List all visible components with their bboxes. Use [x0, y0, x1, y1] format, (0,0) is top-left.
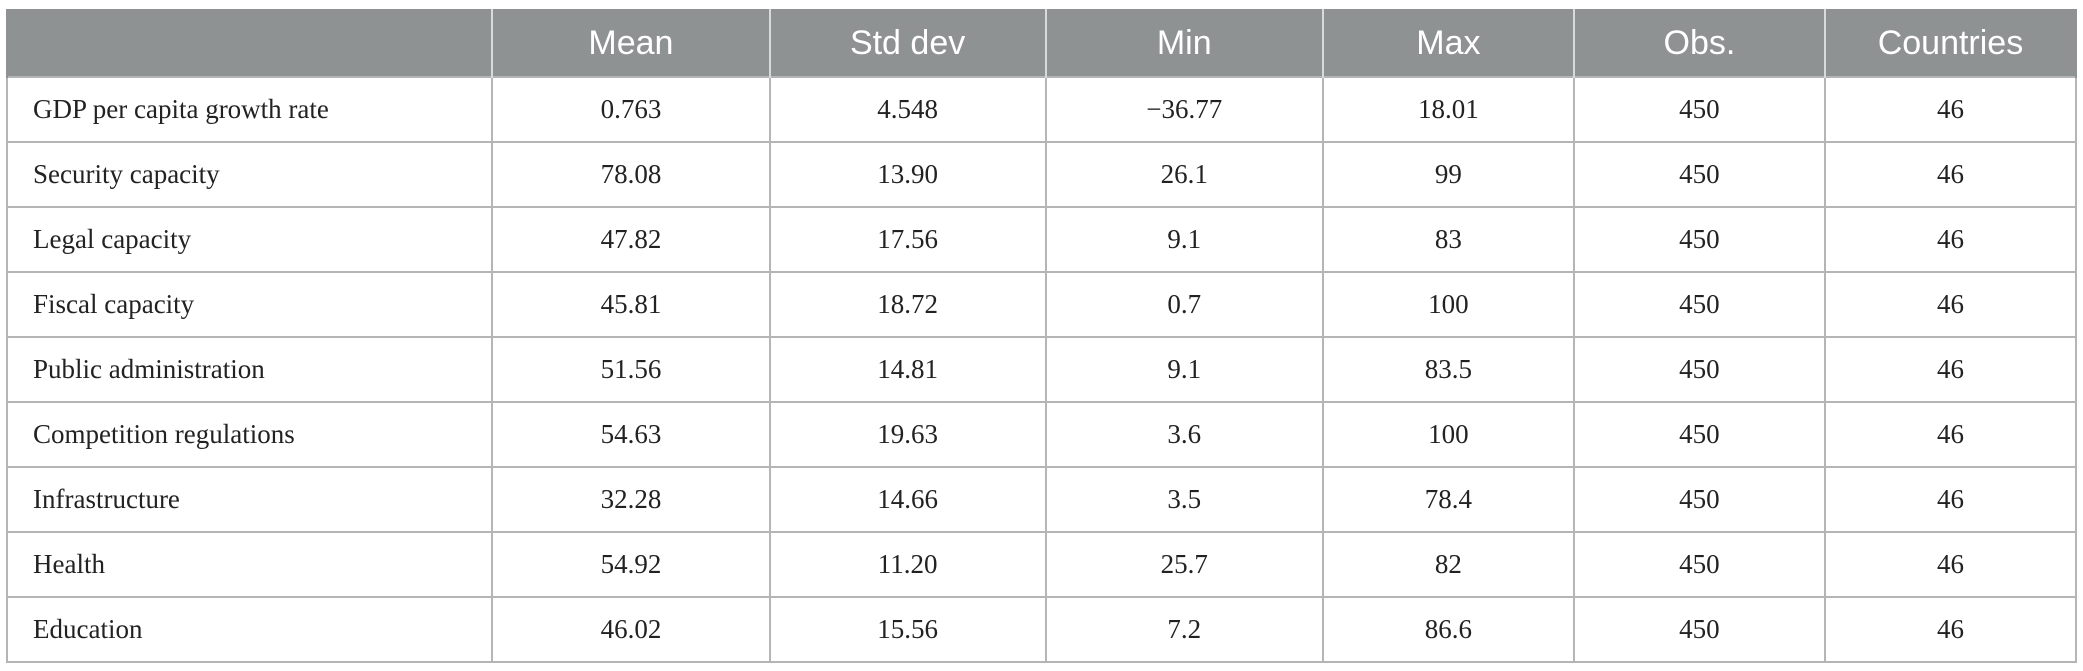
cell-obs: 450 [1572, 596, 1826, 663]
descriptive-statistics-table: Mean Std dev Min Max Obs. Countries GDP … [5, 9, 2078, 663]
row-label: Fiscal capacity [5, 271, 494, 338]
cell-obs: 450 [1572, 336, 1826, 403]
cell-obs: 450 [1572, 401, 1826, 468]
cell-obs: 450 [1572, 531, 1826, 598]
cell-obs: 450 [1572, 466, 1826, 533]
cell-std-dev: 13.90 [768, 141, 1047, 208]
row-label: GDP per capita growth rate [5, 76, 494, 143]
table-row: Competition regulations 54.63 19.63 3.6 … [5, 401, 2078, 468]
cell-max: 100 [1321, 401, 1575, 468]
cell-max: 18.01 [1321, 76, 1575, 143]
header-std-dev: Std dev [768, 9, 1047, 77]
cell-countries: 46 [1823, 401, 2078, 468]
cell-countries: 46 [1823, 76, 2078, 143]
header-min: Min [1044, 9, 1324, 77]
table-row: Security capacity 78.08 13.90 26.1 99 45… [5, 141, 2078, 208]
cell-min: 9.1 [1044, 336, 1324, 403]
cell-obs: 450 [1572, 271, 1826, 338]
cell-std-dev: 4.548 [768, 76, 1047, 143]
cell-min: 3.6 [1044, 401, 1324, 468]
cell-std-dev: 14.66 [768, 466, 1047, 533]
statistics-table-container: Mean Std dev Min Max Obs. Countries GDP … [5, 9, 2078, 663]
row-label: Competition regulations [5, 401, 494, 468]
cell-countries: 46 [1823, 271, 2078, 338]
cell-mean: 46.02 [491, 596, 771, 663]
table-row: Legal capacity 47.82 17.56 9.1 83 450 46 [5, 206, 2078, 273]
row-label: Infrastructure [5, 466, 494, 533]
cell-min: 3.5 [1044, 466, 1324, 533]
cell-min: 25.7 [1044, 531, 1324, 598]
cell-countries: 46 [1823, 141, 2078, 208]
cell-countries: 46 [1823, 531, 2078, 598]
cell-mean: 0.763 [491, 76, 771, 143]
cell-std-dev: 19.63 [768, 401, 1047, 468]
cell-max: 100 [1321, 271, 1575, 338]
header-obs: Obs. [1572, 9, 1826, 77]
cell-max: 83.5 [1321, 336, 1575, 403]
cell-std-dev: 15.56 [768, 596, 1047, 663]
cell-mean: 54.92 [491, 531, 771, 598]
table-row: Education 46.02 15.56 7.2 86.6 450 46 [5, 596, 2078, 663]
cell-mean: 54.63 [491, 401, 771, 468]
header-row: Mean Std dev Min Max Obs. Countries [5, 9, 2078, 77]
row-label: Security capacity [5, 141, 494, 208]
header-stub [5, 9, 494, 77]
cell-obs: 450 [1572, 76, 1826, 143]
cell-countries: 46 [1823, 206, 2078, 273]
cell-max: 86.6 [1321, 596, 1575, 663]
cell-obs: 450 [1572, 206, 1826, 273]
table-row: GDP per capita growth rate 0.763 4.548 −… [5, 76, 2078, 143]
cell-mean: 51.56 [491, 336, 771, 403]
cell-max: 99 [1321, 141, 1575, 208]
row-label: Health [5, 531, 494, 598]
cell-countries: 46 [1823, 336, 2078, 403]
table-row: Infrastructure 32.28 14.66 3.5 78.4 450 … [5, 466, 2078, 533]
cell-countries: 46 [1823, 596, 2078, 663]
cell-min: 26.1 [1044, 141, 1324, 208]
cell-max: 82 [1321, 531, 1575, 598]
header-max: Max [1321, 9, 1575, 77]
header-countries: Countries [1823, 9, 2078, 77]
cell-min: −36.77 [1044, 76, 1324, 143]
table-row: Fiscal capacity 45.81 18.72 0.7 100 450 … [5, 271, 2078, 338]
cell-countries: 46 [1823, 466, 2078, 533]
cell-mean: 47.82 [491, 206, 771, 273]
table-row: Health 54.92 11.20 25.7 82 450 46 [5, 531, 2078, 598]
cell-obs: 450 [1572, 141, 1826, 208]
row-label: Education [5, 596, 494, 663]
cell-min: 9.1 [1044, 206, 1324, 273]
cell-min: 7.2 [1044, 596, 1324, 663]
cell-max: 78.4 [1321, 466, 1575, 533]
cell-mean: 78.08 [491, 141, 771, 208]
cell-std-dev: 18.72 [768, 271, 1047, 338]
cell-std-dev: 17.56 [768, 206, 1047, 273]
table-row: Public administration 51.56 14.81 9.1 83… [5, 336, 2078, 403]
cell-mean: 32.28 [491, 466, 771, 533]
header-mean: Mean [491, 9, 771, 77]
cell-max: 83 [1321, 206, 1575, 273]
row-label: Legal capacity [5, 206, 494, 273]
cell-mean: 45.81 [491, 271, 771, 338]
cell-std-dev: 11.20 [768, 531, 1047, 598]
cell-min: 0.7 [1044, 271, 1324, 338]
row-label: Public administration [5, 336, 494, 403]
cell-std-dev: 14.81 [768, 336, 1047, 403]
